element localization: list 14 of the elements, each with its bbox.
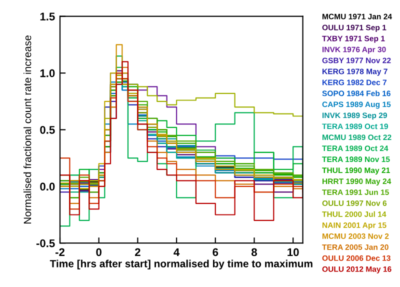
x-tick-label: 8 xyxy=(252,248,257,256)
x-tick-label: 4 xyxy=(174,248,180,256)
y-tick-label: 1.0 xyxy=(40,69,55,78)
x-axis-title: Time [hrs after start] normalised by time to maximum xyxy=(50,260,312,270)
y-tick-label: 0.5 xyxy=(40,126,55,134)
y-tick-label: -0.5 xyxy=(36,239,55,248)
y-tick-label: 0.0 xyxy=(40,182,55,191)
y-axis-title: Normalised fractional count rate increase xyxy=(24,36,32,224)
x-tick-label: 6 xyxy=(212,248,218,256)
x-tick-label: 10 xyxy=(288,248,299,256)
x-tick-label: 0 xyxy=(96,248,102,256)
x-tick-label: 2 xyxy=(134,248,140,256)
y-tick-label: 1.5 xyxy=(40,12,55,20)
x-tick-label: -2 xyxy=(55,248,64,256)
